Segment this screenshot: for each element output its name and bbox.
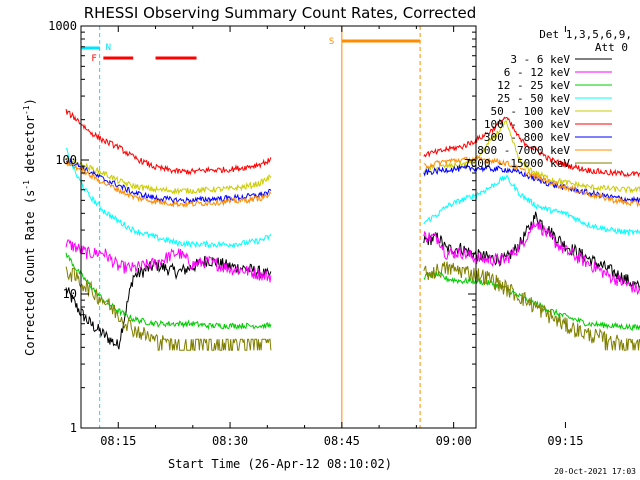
series-line	[65, 252, 272, 331]
series-line	[65, 256, 272, 350]
night-flag-label: N	[106, 43, 111, 53]
y-axis-label: Corrected Count Rate (s-1 detector-1)	[22, 98, 37, 356]
series-line	[65, 161, 272, 209]
y-axis-ticks: 1 10 100 1000	[48, 19, 476, 435]
x-axis-label: Start Time (26-Apr-12 08:10:02)	[168, 457, 392, 471]
series-line	[65, 239, 272, 283]
series-line	[423, 220, 640, 296]
ylabel-exponent: -1	[22, 180, 31, 190]
saa-flag-label: S	[329, 37, 334, 47]
series-line	[423, 211, 640, 291]
x-tick-label: 08:15	[100, 434, 136, 448]
legend-header-attenuator: Att 0	[595, 41, 628, 54]
series-line	[423, 164, 640, 204]
y-tick-label: 1	[70, 421, 77, 435]
y-tick-label: 1000	[48, 19, 77, 33]
series-line	[65, 157, 272, 205]
series-line	[423, 261, 640, 351]
series-line	[65, 108, 272, 176]
legend-label: 800 - 7000 keV	[477, 144, 570, 157]
flare-flag-label: F	[91, 54, 96, 64]
legend-header-detectors: Det 1,3,5,6,9,	[539, 28, 632, 41]
legend-label: 300 - 800 keV	[484, 131, 570, 144]
observing-flags: N S F	[81, 26, 421, 428]
x-tick-label: 09:00	[436, 434, 472, 448]
chart-title: RHESSI Observing Summary Count Rates, Co…	[84, 4, 477, 22]
series-line	[65, 156, 272, 195]
ylabel-part: )	[23, 98, 37, 105]
footer-date: 20-Oct-2021 17:03	[554, 467, 636, 476]
series-line	[423, 116, 640, 178]
series-line	[423, 270, 640, 332]
series-line	[65, 147, 272, 249]
legend-label: 25 - 50 keV	[497, 92, 570, 105]
x-tick-label: 08:45	[324, 434, 360, 448]
series-line	[423, 155, 640, 208]
x-tick-label: 09:15	[547, 434, 583, 448]
legend-label: 100 - 300 keV	[484, 118, 570, 131]
y-tick-label: 100	[55, 153, 77, 167]
legend-label: 7000 - 15000 keV	[464, 157, 570, 170]
series-line	[65, 266, 272, 351]
ylabel-part: detector	[23, 115, 37, 180]
legend-label: 6 - 12 keV	[504, 66, 571, 79]
plot-frame	[80, 25, 477, 429]
series-line	[423, 174, 640, 236]
x-tick-label: 08:30	[212, 434, 248, 448]
legend-label: 3 - 6 keV	[510, 53, 570, 66]
ylabel-part: Corrected Count Rate (s	[23, 190, 37, 356]
legend-label: 12 - 25 keV	[497, 79, 570, 92]
ylabel-exponent: -1	[22, 105, 31, 115]
legend-label: 50 - 100 keV	[491, 105, 571, 118]
y-tick-label: 10	[63, 287, 77, 301]
